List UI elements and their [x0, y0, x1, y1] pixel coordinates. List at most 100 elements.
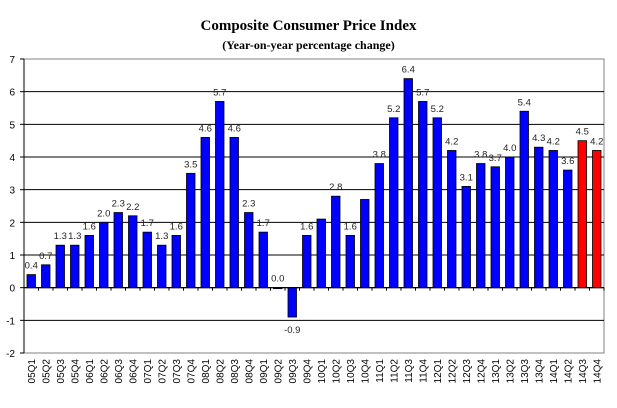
x-tick-label: 13Q2 [505, 359, 516, 384]
x-tick-label: 10Q2 [331, 359, 342, 384]
bar-09Q1 [258, 231, 268, 289]
bar-12Q3 [461, 185, 471, 289]
data-label-05Q4: 1.3 [68, 231, 81, 242]
x-tick-label: 06Q1 [85, 359, 96, 384]
data-label-05Q2: 0.7 [39, 251, 52, 262]
data-label-14Q2: 3.6 [561, 156, 574, 167]
x-tick-label: 10Q1 [317, 359, 328, 384]
data-label-06Q3: 2.3 [112, 199, 125, 210]
y-tick-label: 1 [9, 251, 15, 262]
x-tick-label: 08Q2 [215, 359, 226, 384]
x-tick-label: 07Q3 [172, 359, 183, 384]
bar-06Q4 [128, 215, 138, 289]
bar-14Q3 [577, 140, 587, 289]
bar-11Q3 [403, 78, 413, 289]
x-tick-label: 14Q3 [578, 359, 589, 384]
x-tick-label: 14Q2 [563, 359, 574, 384]
bar-12Q2 [447, 150, 457, 289]
x-tick-label: 07Q2 [157, 359, 168, 384]
bar-06Q1 [84, 234, 94, 289]
data-label-08Q1: 4.6 [199, 123, 212, 134]
x-tick-label: 12Q2 [447, 359, 458, 384]
x-tick-label: 13Q1 [491, 359, 502, 384]
bar-05Q2 [41, 264, 51, 289]
bar-14Q1 [548, 150, 558, 289]
x-tick-label: 06Q2 [99, 359, 110, 384]
bar-11Q4 [418, 101, 428, 289]
data-label-05Q3: 1.3 [54, 231, 67, 242]
x-tick-label: 07Q1 [143, 359, 154, 384]
x-tick-label: 12Q4 [476, 359, 487, 384]
x-tick-label: 05Q1 [27, 359, 38, 384]
bar-06Q3 [113, 212, 123, 289]
bar-08Q2 [215, 101, 225, 289]
x-tick-label: 09Q3 [288, 359, 299, 384]
x-tick-label: 12Q3 [462, 359, 473, 384]
x-tick-label: 14Q1 [549, 359, 560, 384]
data-label-06Q1: 1.6 [83, 221, 96, 232]
x-tick-label: 07Q4 [186, 359, 197, 384]
data-label-09Q1: 1.7 [257, 218, 270, 229]
bar-11Q1 [374, 163, 384, 289]
data-label-07Q4: 3.5 [184, 159, 197, 170]
x-tick-label: 08Q1 [201, 359, 212, 384]
x-tick-label: 05Q3 [56, 359, 67, 384]
y-tick-label: 4 [9, 153, 15, 164]
x-tick-label: 05Q2 [41, 359, 52, 384]
bar-10Q3 [345, 234, 355, 289]
bar-07Q2 [157, 244, 167, 289]
x-tick-label: 13Q3 [520, 359, 531, 384]
data-label-13Q2: 4.0 [503, 143, 516, 154]
x-tick-label: 09Q1 [259, 359, 270, 384]
x-tick-label: 08Q4 [244, 359, 255, 384]
x-tick-label: 11Q3 [404, 359, 415, 383]
x-tick-label: 12Q1 [433, 359, 444, 384]
bar-13Q1 [490, 166, 500, 289]
x-tick-label: 10Q3 [346, 359, 357, 384]
bar-13Q4 [534, 146, 544, 289]
data-label-14Q1: 4.2 [547, 136, 560, 147]
x-tick-label: 11Q1 [375, 359, 386, 383]
bar-08Q1 [200, 136, 210, 289]
data-label-09Q2: 0.0 [271, 274, 284, 285]
bar-05Q4 [70, 244, 80, 289]
bar-09Q4 [302, 234, 312, 289]
bar-10Q1 [316, 218, 326, 289]
y-tick-label: 7 [9, 55, 15, 66]
data-label-12Q4: 3.8 [474, 150, 487, 161]
data-label-11Q1: 3.8 [373, 150, 386, 161]
data-label-11Q3: 6.4 [402, 65, 415, 76]
data-label-07Q1: 1.7 [141, 218, 154, 229]
x-tick-label: 08Q3 [230, 359, 241, 384]
bar-12Q1 [432, 117, 442, 289]
x-tick-label: 09Q2 [273, 359, 284, 384]
data-label-07Q2: 1.3 [155, 231, 168, 242]
data-label-13Q4: 4.3 [532, 133, 545, 144]
x-tick-label: 05Q4 [70, 359, 81, 384]
bar-07Q1 [142, 231, 152, 289]
data-label-11Q4: 5.7 [416, 87, 429, 98]
y-tick-label: 2 [9, 218, 15, 229]
bar-06Q2 [99, 221, 109, 289]
chart-title: Composite Consumer Price Index [200, 18, 417, 34]
data-label-05Q1: 0.4 [25, 261, 38, 272]
x-tick-label: 13Q4 [534, 359, 545, 384]
x-tick-label: 06Q4 [128, 359, 139, 384]
data-label-13Q3: 5.4 [518, 97, 531, 108]
bar-05Q3 [55, 244, 65, 289]
data-label-11Q2: 5.2 [387, 104, 400, 115]
data-label-12Q2: 4.2 [445, 136, 458, 147]
data-label-06Q4: 2.2 [126, 202, 139, 213]
bar-08Q4 [244, 212, 254, 289]
data-label-08Q3: 4.6 [228, 123, 241, 134]
bar-13Q3 [519, 110, 529, 289]
data-label-08Q4: 2.3 [242, 199, 255, 210]
data-label-14Q3: 4.5 [576, 127, 589, 138]
data-label-10Q3: 1.6 [344, 221, 357, 232]
x-tick-label: 11Q4 [418, 359, 429, 383]
y-tick-label: 0 [9, 284, 15, 295]
y-tick-label: -1 [6, 316, 15, 327]
x-tick-label: 11Q2 [389, 359, 400, 383]
